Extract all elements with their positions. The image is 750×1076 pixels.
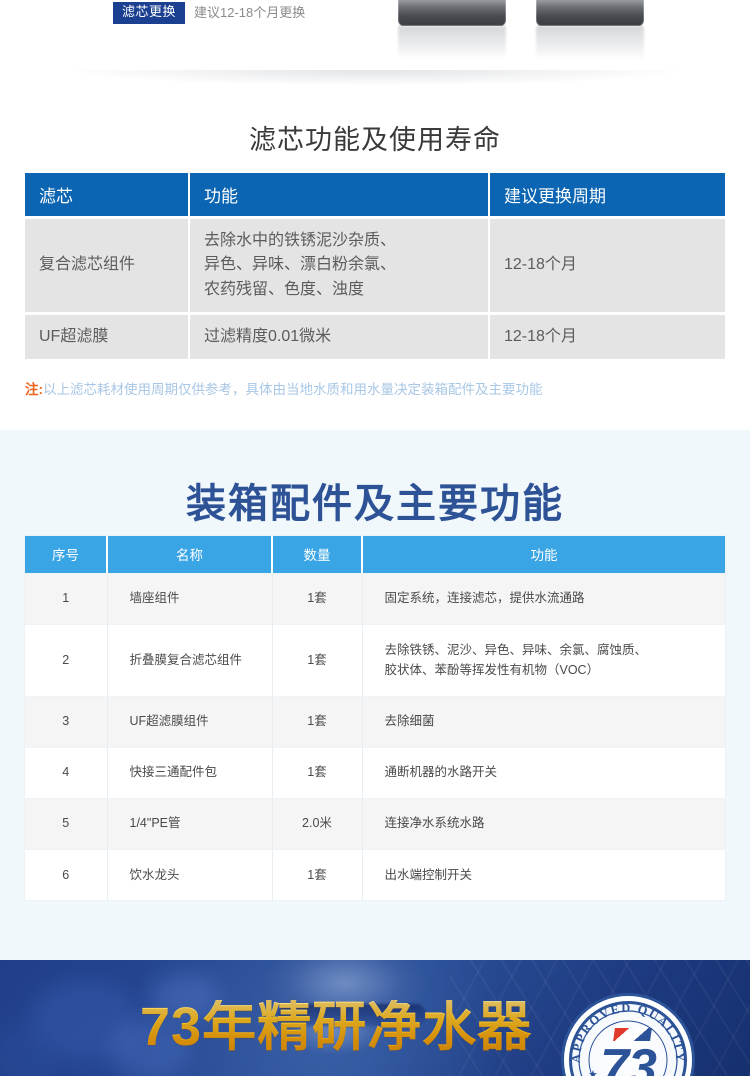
column-header-name: 名称 xyxy=(107,536,273,573)
cell-function: 去除铁锈、泥沙、异色、异味、余氯、腐蚀质、 胶状体、苯酚等挥发性有机物（VOC） xyxy=(362,623,725,696)
cell-qty: 2.0米 xyxy=(272,797,363,849)
cell-qty: 1套 xyxy=(272,623,363,696)
column-header-no: 序号 xyxy=(25,536,108,573)
cell-qty: 1套 xyxy=(272,572,363,624)
cell-name: 饮水龙头 xyxy=(107,848,273,900)
cell-filter-cycle: 12-18个月 xyxy=(489,311,725,360)
cell-name: 1/4"PE管 xyxy=(107,797,273,849)
cell-name: 快接三通配件包 xyxy=(107,746,273,798)
column-header-filter: 滤芯 xyxy=(25,173,190,218)
table-row: 2 折叠膜复合滤芯组件 1套 去除铁锈、泥沙、异色、异味、余氯、腐蚀质、 胶状体… xyxy=(25,623,725,696)
column-header-qty: 数量 xyxy=(272,536,363,573)
seal-number: 73 xyxy=(600,1039,657,1076)
approved-quality-seal: APPROVED QUALITY ★ 73 xyxy=(564,996,692,1076)
cell-qty: 1套 xyxy=(272,695,363,747)
cell-no: 1 xyxy=(25,572,108,624)
seal-star-icon: ★ xyxy=(588,1069,598,1076)
accessories-table: 序号 名称 数量 功能 1 墙座组件 1套 固定系统，连接滤芯，提供水流通路 2… xyxy=(25,536,725,900)
cell-filter-function: 去除水中的铁锈泥沙杂质、 异色、异味、漂白粉余氯、 农药残留、色度、浊度 xyxy=(189,216,490,314)
cell-qty: 1套 xyxy=(272,746,363,798)
section-shadow-divider xyxy=(0,70,750,92)
filter-cartridge-icon xyxy=(398,0,506,26)
safety-goggles-icon xyxy=(278,1004,426,1026)
table-row: 5 1/4"PE管 2.0米 连接净水系统水路 xyxy=(25,797,725,849)
cartridge-reflection xyxy=(536,26,644,60)
filter-cartridge-icon xyxy=(536,0,644,26)
banner-bokeh xyxy=(110,1020,190,1076)
table-row: 3 UF超滤膜组件 1套 去除细菌 xyxy=(25,695,725,747)
cell-function: 出水端控制开关 xyxy=(362,848,725,900)
banner-headline: 73年精研净水器 xyxy=(140,997,533,1057)
brand-banner: 73年精研净水器 xyxy=(0,960,750,1076)
column-header-function: 功能 xyxy=(189,173,490,218)
cell-filter-function: 过滤精度0.01微米 xyxy=(189,311,490,360)
filter-replacement-note: 建议12-18个月更换 xyxy=(194,4,306,20)
filter-note: 注:以上滤芯耗材使用周期仅供参考，具体由当地水质和用水量决定装箱配件及主要功能 xyxy=(25,378,735,398)
cell-name: 折叠膜复合滤芯组件 xyxy=(107,623,273,696)
accessories-section: 装箱配件及主要功能 序号 名称 数量 功能 1 墙座组件 1套 固定系统，连接滤… xyxy=(0,430,750,960)
banner-bokeh xyxy=(150,974,220,1022)
note-text: 以上滤芯耗材使用周期仅供参考，具体由当地水质和用水量决定装箱配件及主要功能 xyxy=(43,382,543,397)
page-title-filter-function: 滤芯功能及使用寿命 xyxy=(249,125,501,155)
cell-filter-name: 复合滤芯组件 xyxy=(25,216,190,314)
filter-replacement-callout: 滤芯更换 建议12-18个月更换 xyxy=(113,2,305,24)
filter-cartridge-images xyxy=(390,0,690,68)
cell-no: 3 xyxy=(25,695,108,747)
filter-life-table: 滤芯 功能 建议更换周期 复合滤芯组件 去除水中的铁锈泥沙杂质、 异色、异味、漂… xyxy=(25,173,725,360)
cell-no: 6 xyxy=(25,848,108,900)
cell-function: 通断机器的水路开关 xyxy=(362,746,725,798)
table-row: UF超滤膜 过滤精度0.01微米 12-18个月 xyxy=(25,311,725,360)
cartridge-reflection xyxy=(398,26,506,60)
table-header-row: 序号 名称 数量 功能 xyxy=(25,536,725,573)
filter-replacement-badge: 滤芯更换 xyxy=(113,2,186,24)
page-title-accessories: 装箱配件及主要功能 xyxy=(186,482,564,526)
note-marker: 注: xyxy=(25,382,43,397)
cell-name: 墙座组件 xyxy=(107,572,273,624)
table-row: 复合滤芯组件 去除水中的铁锈泥沙杂质、 异色、异味、漂白粉余氯、 农药残留、色度… xyxy=(25,216,725,314)
cell-filter-cycle: 12-18个月 xyxy=(489,216,725,314)
cell-no: 2 xyxy=(25,623,108,696)
table-header-row: 滤芯 功能 建议更换周期 xyxy=(25,173,725,218)
cell-function: 连接净水系统水路 xyxy=(362,797,725,849)
table-row: 1 墙座组件 1套 固定系统，连接滤芯，提供水流通路 xyxy=(25,572,725,624)
cell-name: UF超滤膜组件 xyxy=(107,695,273,747)
table-row: 6 饮水龙头 1套 出水端控制开关 xyxy=(25,848,725,900)
cell-no: 5 xyxy=(25,797,108,849)
cell-function: 去除细菌 xyxy=(362,695,725,747)
cell-qty: 1套 xyxy=(272,848,363,900)
cell-filter-name: UF超滤膜 xyxy=(25,311,190,360)
banner-bokeh xyxy=(0,1024,60,1076)
cell-function: 固定系统，连接滤芯，提供水流通路 xyxy=(362,572,725,624)
column-header-function: 功能 xyxy=(362,536,725,573)
cell-no: 4 xyxy=(25,746,108,798)
filter-info-section: 滤芯更换 建议12-18个月更换 滤芯功能及使用寿命 滤芯 功能 建议更换周期 … xyxy=(0,0,750,430)
banner-bokeh xyxy=(30,980,140,1060)
table-row: 4 快接三通配件包 1套 通断机器的水路开关 xyxy=(25,746,725,798)
column-header-cycle: 建议更换周期 xyxy=(489,173,725,218)
